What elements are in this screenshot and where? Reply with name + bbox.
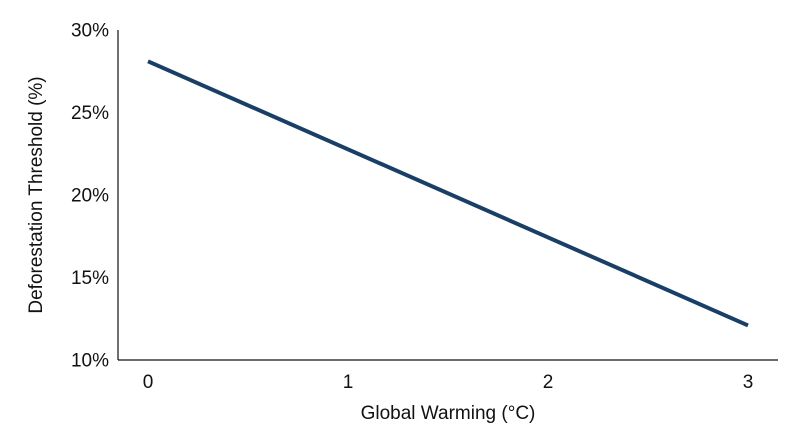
y-tick-label: 15% xyxy=(71,268,109,289)
y-tick-labels: 10% 15% 20% 25% 30% xyxy=(71,21,109,372)
y-tick-label: 10% xyxy=(71,351,109,372)
series-line xyxy=(147,59,749,328)
y-tick-label: 30% xyxy=(71,21,109,42)
y-tick-label: 25% xyxy=(71,103,109,124)
y-axis-title: Deforestation Threshold (%) xyxy=(26,76,47,313)
x-tick-label: 0 xyxy=(143,372,154,393)
x-axis-title: Global Warming (°C) xyxy=(361,403,536,424)
x-tick-label: 1 xyxy=(343,372,354,393)
x-tick-labels: 0 1 2 3 xyxy=(143,372,754,393)
y-tick-label: 20% xyxy=(71,186,109,207)
series-layer xyxy=(147,59,749,328)
x-tick-label: 2 xyxy=(543,372,554,393)
x-tick-label: 3 xyxy=(743,372,754,393)
